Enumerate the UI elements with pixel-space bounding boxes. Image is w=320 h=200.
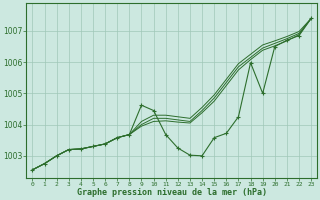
X-axis label: Graphe pression niveau de la mer (hPa): Graphe pression niveau de la mer (hPa): [77, 188, 267, 197]
